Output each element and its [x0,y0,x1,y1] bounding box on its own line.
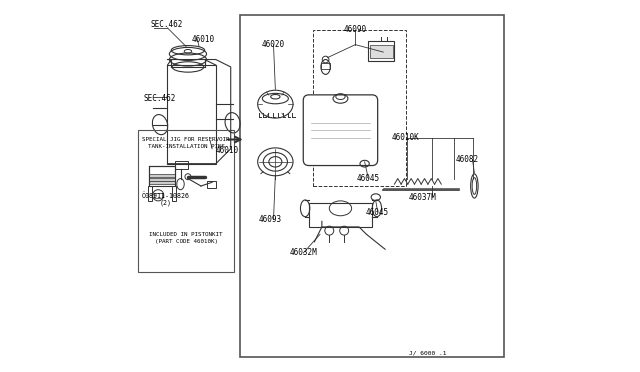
Text: 46045: 46045 [356,174,380,183]
Text: Ô08911-10826: Ô08911-10826 [141,192,189,199]
Text: (PART CODE 46010K): (PART CODE 46010K) [155,238,218,244]
Text: SEC.462: SEC.462 [143,94,175,103]
Text: SEC.462: SEC.462 [151,20,183,29]
Bar [138,130,234,272]
Text: 46010: 46010 [216,146,239,155]
Bar [154,193,162,198]
Bar [369,41,394,61]
Text: 46093: 46093 [258,215,282,224]
Text: 46020: 46020 [262,40,285,49]
Bar [149,178,175,181]
Bar [148,186,152,201]
Text: 46010K: 46010K [392,133,419,142]
Bar [240,15,504,357]
Text: 46045: 46045 [366,208,389,217]
Bar [149,174,175,177]
FancyBboxPatch shape [303,95,378,166]
Text: 46032M: 46032M [289,248,317,257]
Bar [312,30,406,186]
Text: SPECIAL JIG FOR RESERVOIR: SPECIAL JIG FOR RESERVOIR [142,137,230,142]
Bar [149,166,175,186]
Text: 46010: 46010 [191,35,214,44]
Bar [172,186,176,201]
Bar [168,65,216,164]
Text: 46090: 46090 [344,25,367,34]
Text: J/ 6000 .1: J/ 6000 .1 [409,351,447,356]
Bar [309,203,372,227]
Bar [175,161,188,169]
Bar [321,63,330,69]
Bar [370,45,392,58]
Text: (2): (2) [159,199,172,206]
Text: INCLUDED IN PISTONKIT: INCLUDED IN PISTONKIT [149,232,223,237]
Bar [149,181,175,184]
Text: 46082: 46082 [456,155,479,164]
Text: 46037M: 46037M [408,193,436,202]
Text: TANK-INSTALLATION PINS: TANK-INSTALLATION PINS [148,144,225,150]
Bar [207,181,216,188]
